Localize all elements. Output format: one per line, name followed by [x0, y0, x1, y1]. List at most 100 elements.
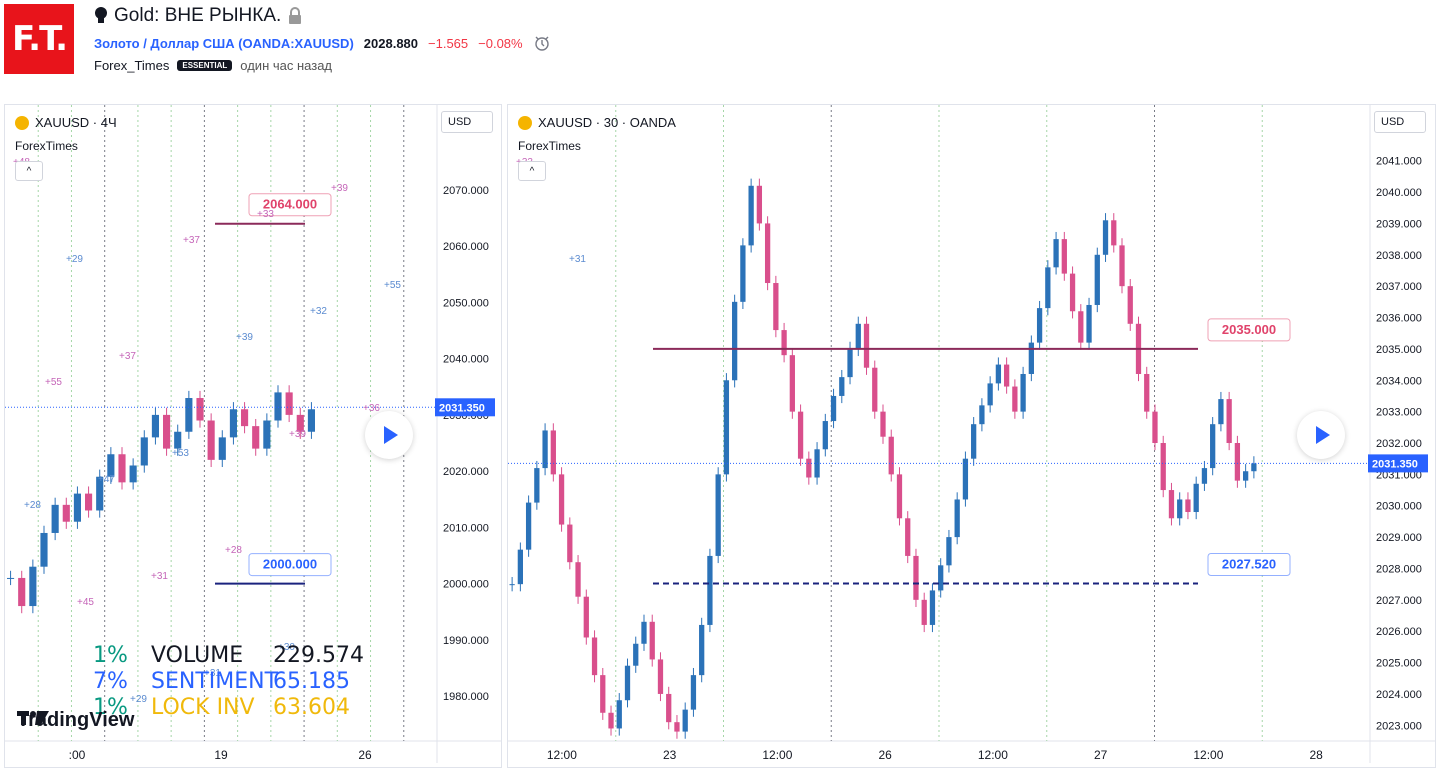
candle-body: [1168, 490, 1175, 519]
left-chart-panel[interactable]: 2070.0002060.0002050.0002040.0002030.000…: [4, 104, 502, 768]
candle-body: [764, 223, 771, 284]
collapse-chevron-icon[interactable]: ^: [15, 161, 43, 181]
candle-body: [608, 712, 614, 729]
candle-body: [707, 555, 713, 625]
candle-body: [1201, 468, 1208, 484]
candle-body: [73, 493, 81, 522]
candle-body: [1053, 239, 1059, 268]
essential-badge: ESSENTIAL: [177, 60, 233, 71]
candle-body: [616, 700, 622, 729]
candle-body: [583, 596, 589, 638]
candle-body: [756, 185, 763, 224]
candle-body: [921, 599, 927, 625]
y-tick-label: 2036.000: [1376, 313, 1422, 325]
alarm-clock-icon[interactable]: [533, 34, 551, 52]
y-tick-label: 2037.000: [1376, 281, 1422, 293]
last-price-tag-text: 2031.350: [1372, 458, 1418, 470]
candle-body: [567, 524, 573, 563]
candle-body: [575, 562, 581, 597]
price-change: −1.565: [428, 35, 469, 51]
y-tick-label: 2034.000: [1376, 375, 1422, 387]
volume-label: VOLUME: [151, 643, 244, 668]
candle-body: [1210, 424, 1216, 469]
level-label: +36: [363, 403, 380, 414]
level-label: +29: [66, 254, 83, 265]
level-label: +28: [225, 545, 242, 556]
collapse-chevron-icon[interactable]: ^: [518, 161, 546, 181]
y-tick-label: 2038.000: [1376, 250, 1422, 262]
candle-body: [987, 383, 993, 406]
lightbulb-icon: [95, 7, 107, 23]
candle-body: [666, 693, 672, 723]
author-name[interactable]: Forex_Times: [94, 58, 170, 73]
y-tick-label: 2027.000: [1376, 595, 1422, 607]
x-tick-label: 23: [663, 748, 677, 762]
right-chart-canvas[interactable]: 2041.000 2040.000 2039.000 2038.000 2037.000…: [508, 105, 1435, 767]
left-play-button[interactable]: [365, 411, 413, 459]
candle-body: [151, 414, 159, 438]
left-indicator-name: ForexTimes: [15, 139, 78, 153]
sentiment-label: SENTIMENT: [151, 669, 279, 694]
level-label: +28: [24, 500, 41, 511]
y-tick-label: 2032.000: [1376, 438, 1422, 450]
right-currency-button[interactable]: USD: [1374, 111, 1426, 133]
right-play-button[interactable]: [1297, 411, 1345, 459]
candle-body: [1086, 304, 1092, 343]
candle-body: [534, 468, 540, 503]
candle-body: [979, 405, 985, 425]
forex-times-logo[interactable]: F.T.: [4, 4, 74, 74]
lockinv-value: 63.604: [273, 695, 350, 720]
price-callout-text: 2027.520: [1222, 557, 1276, 572]
candle-body: [1036, 308, 1043, 343]
candle-body: [1020, 373, 1026, 412]
play-icon: [384, 426, 398, 444]
price-callout-box: [1207, 553, 1291, 577]
left-currency-button[interactable]: USD: [441, 111, 493, 133]
candle-body: [1094, 254, 1100, 305]
left-chart-canvas[interactable]: 2070.0002060.0002050.0002040.0002030.000…: [5, 105, 501, 767]
level-label: +55: [45, 377, 62, 388]
candle-body: [263, 420, 271, 449]
y-tick-label: 2029.000: [1376, 532, 1422, 544]
level-label: +29: [130, 694, 147, 705]
publish-time: один час назад: [240, 58, 333, 73]
candle-body: [509, 584, 515, 586]
candle-body: [1061, 239, 1067, 274]
candle-body: [118, 454, 126, 483]
idea-title-row: Gold: ВНЕ РЫНКА.: [94, 5, 303, 27]
sentiment-value: 65.185: [273, 669, 350, 694]
y-tick-label: 2030.000: [1376, 501, 1422, 513]
x-tick-label: :00: [69, 748, 86, 762]
y-tick-label: 2040.000: [1376, 187, 1422, 199]
level-label: +39: [236, 332, 253, 343]
candle-body: [954, 499, 960, 538]
level-label: +31: [151, 571, 168, 582]
stat-pct-2: 7%: [93, 669, 128, 694]
last-price-tag-text: 2031.350: [439, 402, 485, 414]
candle-body: [896, 474, 903, 519]
level-label: +39: [331, 183, 348, 194]
candle-body: [550, 430, 556, 475]
price-callout-text: 2000.000: [263, 557, 317, 572]
right-chart-panel[interactable]: 2041.000 2040.000 2039.000 2038.000 2037.000…: [507, 104, 1436, 768]
candle-body: [1045, 267, 1051, 309]
candle-body: [85, 493, 93, 511]
candle-body: [296, 414, 304, 432]
symbol-link[interactable]: Золото / Доллар США (OANDA:XAUUSD): [94, 35, 354, 51]
candle-body: [624, 665, 631, 701]
price-callout-box: [1207, 318, 1291, 342]
tradingview-watermark[interactable]: TradingView: [17, 709, 134, 732]
candle-body: [740, 245, 746, 302]
x-tick-label: 12:00: [1193, 748, 1223, 762]
y-tick-label: 1990.000: [443, 635, 489, 647]
candle-body: [207, 420, 215, 460]
level-label: +55: [384, 280, 401, 291]
candle-body: [1028, 342, 1034, 374]
level-label: +37: [183, 235, 200, 246]
candle-body: [196, 398, 204, 421]
y-tick-label: 2028.000: [1376, 563, 1422, 575]
x-tick-label: 12:00: [978, 748, 1008, 762]
candle-body: [1234, 443, 1241, 481]
last-price-tag: [1368, 454, 1428, 473]
level-label: +31: [204, 668, 221, 679]
